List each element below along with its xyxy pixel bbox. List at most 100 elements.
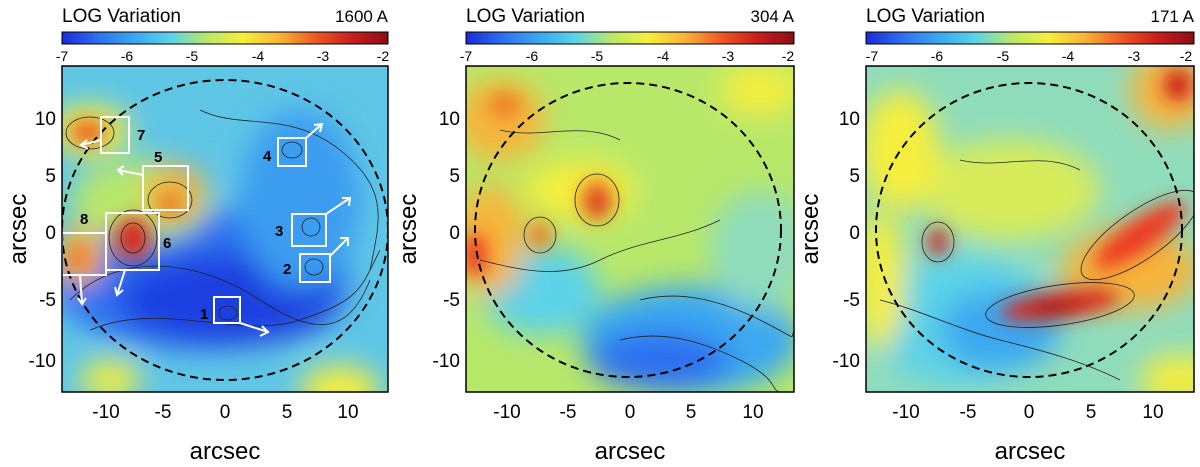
heatmap-blob (1164, 69, 1192, 101)
colorbar-tick: -6 (931, 48, 944, 64)
y-tick-labels: 10 5 0 -5 -10 (433, 109, 460, 372)
y-tick-label: 5 (449, 166, 460, 187)
heatmap-blob (240, 110, 360, 290)
arrow-6 (114, 269, 126, 297)
y-tick-label: 10 (439, 109, 460, 130)
y-tick-label: -10 (29, 351, 56, 372)
colorbar-ticks: -7 -6 -5 -4 -3 -2 (866, 48, 1193, 64)
x-tick-label: 10 (742, 402, 763, 423)
panel-171: LOG Variation 171 A -7 -6 -5 -4 -3 -2 (797, 6, 1195, 465)
colorbar-ticks: -7 -6 -5 -4 -3 -2 (460, 48, 795, 64)
y-axis-label: arcsec (797, 194, 824, 265)
colorbar-tick: -5 (591, 48, 604, 64)
x-tick-label: 0 (625, 402, 636, 423)
arrow-8 (77, 274, 87, 306)
y-tick-label: 0 (449, 223, 460, 244)
contour-line (574, 173, 620, 227)
heatmap-171 (866, 66, 1194, 392)
contour-line (639, 295, 794, 337)
contour-line (65, 116, 115, 150)
heatmap-blob (590, 330, 730, 390)
colorbar-tick: -2 (377, 48, 390, 64)
heatmap-blob (920, 140, 1100, 240)
y-tick-labels: 10 5 0 -5 -10 (833, 109, 860, 372)
colorbar (465, 31, 795, 45)
x-tick-label: 5 (1086, 402, 1097, 423)
region-box-8 (62, 232, 107, 276)
colorbar-tick: -7 (56, 48, 69, 64)
y-tick-label: 5 (849, 166, 860, 187)
colorbar (61, 31, 389, 45)
y-tick-label: 5 (45, 166, 56, 187)
colorbar-tick: -3 (722, 48, 735, 64)
contour-line (479, 219, 721, 272)
region-box-7 (100, 116, 130, 154)
heatmap-blob (68, 244, 88, 272)
region-boxes (62, 116, 331, 324)
contour-line (147, 181, 193, 219)
region-label: 4 (263, 148, 272, 165)
region-box-3 (291, 213, 327, 247)
contours (879, 159, 1194, 381)
colorbar-tick: -6 (121, 48, 134, 64)
heatmap-blob (300, 365, 380, 392)
wavelength-label: 304 A (751, 7, 795, 26)
x-tick-label: -10 (892, 402, 919, 423)
arrow-1 (239, 322, 270, 337)
region-box-1 (213, 296, 241, 324)
region-label: 5 (154, 149, 162, 166)
heatmap-blob (1140, 355, 1194, 392)
x-tick-labels: -10 -5 0 5 10 (493, 402, 763, 423)
region-box-5 (142, 165, 189, 211)
colorbar-tick: -7 (460, 48, 473, 64)
region-label: 1 (200, 306, 208, 323)
plot-frame (465, 65, 795, 393)
x-tick-label: -5 (960, 402, 977, 423)
contours (65, 109, 381, 331)
plot-frame (865, 65, 1195, 393)
heatmap-blob (466, 80, 545, 160)
dashed-circle (875, 82, 1183, 378)
colorbar-tick: -3 (317, 48, 330, 64)
colorbar-tick: -6 (526, 48, 539, 64)
x-tick-label: 5 (282, 402, 293, 423)
colorbar-tick: -4 (657, 48, 670, 64)
heatmap-304 (466, 66, 794, 392)
x-tick-labels: -10 -5 0 5 10 (92, 402, 358, 423)
x-axis-label: arcsec (190, 438, 261, 465)
colorbar-tick: -2 (1180, 48, 1193, 64)
contour-line (879, 299, 1121, 381)
y-tick-label: -10 (833, 351, 860, 372)
y-tick-label: 10 (839, 109, 860, 130)
y-axis-label: arcsec (395, 194, 422, 265)
contour-line (89, 249, 381, 331)
contour-line (304, 258, 324, 276)
region-label: 2 (283, 261, 291, 278)
heatmap-blob (866, 90, 940, 210)
heatmap-blob (710, 190, 794, 310)
arrow-5 (116, 165, 144, 176)
contour-line (523, 216, 557, 254)
region-label: 7 (137, 127, 145, 144)
x-tick-label: -5 (155, 402, 172, 423)
x-tick-labels: -10 -5 0 5 10 (892, 402, 1163, 423)
heatmap-blob (720, 66, 794, 115)
wavelength-label: 171 A (1151, 7, 1195, 26)
contour-line (199, 109, 379, 271)
x-tick-label: 5 (686, 402, 697, 423)
colorbar-tick: -5 (186, 48, 199, 64)
heatmap-blob (928, 228, 948, 256)
region-box-2 (299, 253, 331, 283)
arrow-2 (329, 237, 349, 257)
colorbar-tick: -3 (1128, 48, 1141, 64)
contour-line (108, 209, 158, 267)
x-tick-label: 10 (1142, 402, 1163, 423)
heatmap-blob (525, 160, 635, 220)
region-box-4 (277, 137, 307, 167)
x-axis-label: arcsec (595, 438, 666, 465)
arrows (77, 122, 352, 337)
arrow-3 (325, 197, 352, 215)
heatmap-blob (156, 193, 184, 217)
contour-line (985, 282, 1135, 328)
colorbar-ticks: -7 -6 -5 -4 -3 -2 (56, 48, 390, 64)
